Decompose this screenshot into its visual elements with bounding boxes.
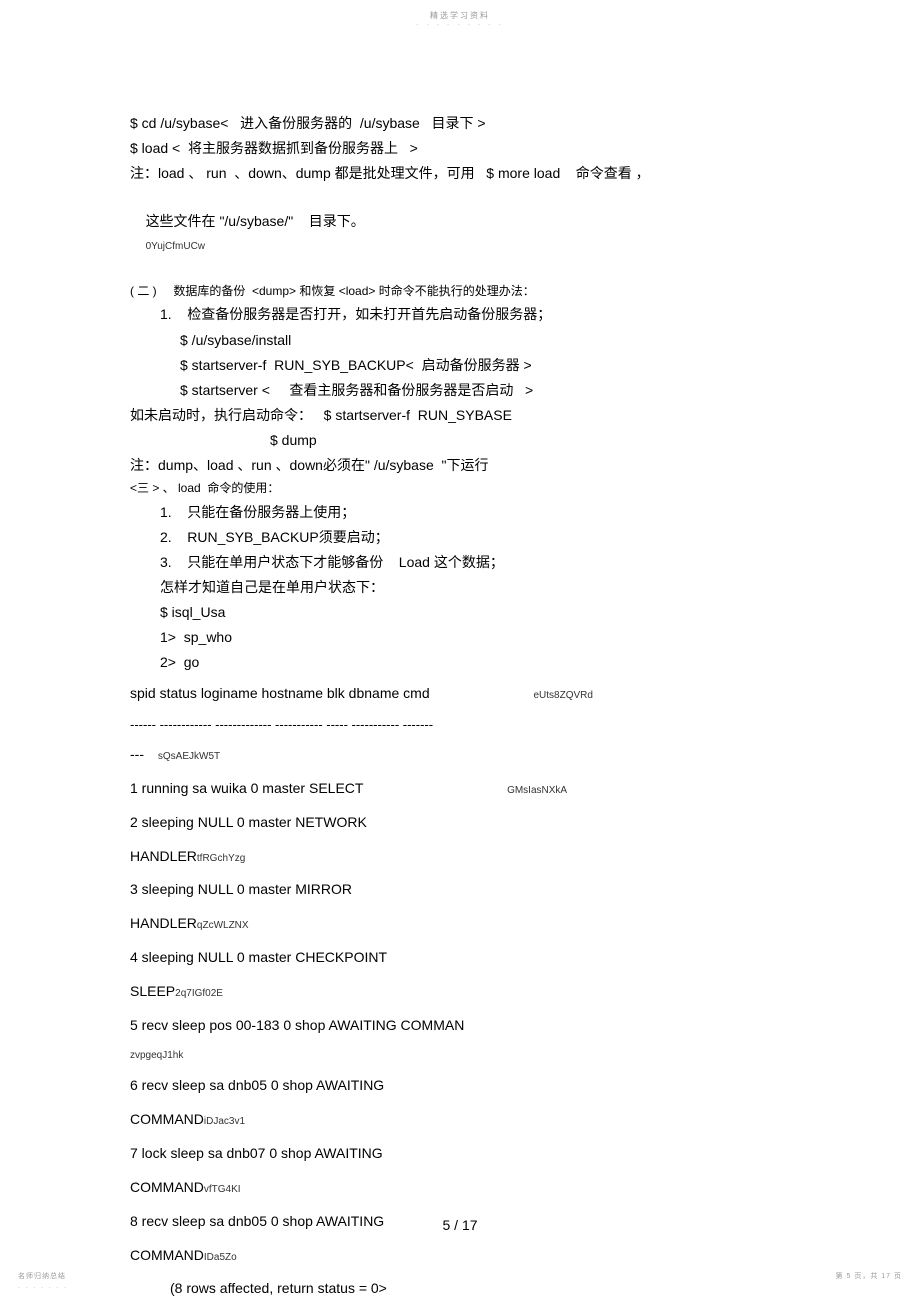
table-header-row: spid status loginame hostname blk dbname… — [130, 681, 810, 707]
table-row-continuation: HANDLERtfRGchYzg — [130, 844, 810, 870]
footer-left-text: 名师归纳总结 — [18, 1271, 66, 1281]
row-text: COMMAND — [130, 1179, 204, 1195]
text-line: 3. 只能在单用户状态下才能够备份 Load 这个数据； — [130, 551, 810, 574]
text-line: 2. RUN_SYB_BACKUP须要启动； — [130, 526, 810, 549]
code-marker: iDJac3v1 — [204, 1116, 245, 1127]
dash-continuation: --- sQsAEJkW5T — [130, 742, 810, 768]
document-content: $ cd /u/sybase< 进入备份服务器的 /u/sybase 目录下 >… — [130, 112, 810, 1302]
table-output: spid status loginame hostname blk dbname… — [130, 681, 810, 1300]
table-row-continuation: COMMANDvfTG4KI — [130, 1175, 810, 1201]
code-marker: qZcWLZNX — [197, 920, 249, 931]
code-marker: 0YujCfmUCw — [146, 241, 205, 252]
text-line: 如未启动时，执行启动命令： $ startserver-f RUN_SYBASE — [130, 404, 810, 427]
header-text: spid status loginame hostname blk dbname… — [130, 685, 430, 701]
table-row-continuation: COMMANDiDJac3v1 — [130, 1107, 810, 1133]
table-row-continuation: SLEEP2q7IGf02E — [130, 979, 810, 1005]
page-number: 5 / 17 — [442, 1217, 477, 1233]
text-line: 注：dump、load 、run 、down必须在" /u/sybase "下运… — [130, 454, 810, 477]
code-marker: GMsIasNXkA — [507, 785, 567, 796]
text-line: ( 二 ) 数据库的备份 <dump> 和恢复 <load> 时命令不能执行的处… — [130, 282, 810, 302]
row-text: COMMAND — [130, 1111, 204, 1127]
text-line: $ startserver-f RUN_SYB_BACKUP< 启动备份服务器 … — [130, 354, 810, 377]
table-row: 4 sleeping NULL 0 master CHECKPOINT — [130, 945, 810, 971]
text-line: $ isql_Usa — [130, 601, 810, 624]
text-line: 1. 检查备份服务器是否打开，如未打开首先启动备份服务器； — [130, 303, 810, 326]
table-row: 2 sleeping NULL 0 master NETWORK — [130, 810, 810, 836]
text-line: 2> go — [130, 651, 810, 674]
text-line: 1. 只能在备份服务器上使用； — [130, 501, 810, 524]
text-line: $ startserver < 查看主服务器和备份服务器是否启动 > — [130, 379, 810, 402]
footer-left-dashes: - - - - - - - — [18, 1285, 68, 1291]
text-line: <三 > 、 load 命令的使用： — [130, 479, 810, 499]
text-line: 怎样才知道自己是在单用户状态下： — [130, 576, 810, 599]
table-row: 1 running sa wuika 0 master SELECT GMsIa… — [130, 776, 810, 802]
table-row: 5 recv sleep pos 00-183 0 shop AWAITING … — [130, 1013, 810, 1039]
text-line: $ dump — [130, 429, 810, 452]
code-marker: vfTG4KI — [204, 1184, 241, 1195]
row-text: HANDLER — [130, 848, 197, 864]
code-marker: eUts8ZQVRd — [534, 690, 593, 701]
row-text: COMMAND — [130, 1247, 204, 1263]
table-row-continuation: HANDLERqZcWLZNX — [130, 911, 810, 937]
dash-text: --- — [130, 746, 144, 762]
text-line: $ cd /u/sybase< 进入备份服务器的 /u/sybase 目录下 > — [130, 112, 810, 135]
text-span: 这些文件在 "/u/sybase/" 目录下。 — [146, 213, 365, 229]
code-marker: zvpgeqJ1hk — [130, 1047, 810, 1066]
text-line: $ load < 将主服务器数据抓到备份服务器上 > — [130, 137, 810, 160]
text-line: 1> sp_who — [130, 626, 810, 649]
footer-right-text: 第 5 页，共 17 页 — [836, 1271, 902, 1281]
code-marker: IDa5Zo — [204, 1252, 237, 1263]
code-marker: sQsAEJkW5T — [158, 751, 220, 762]
row-text: HANDLER — [130, 915, 197, 931]
table-row: 7 lock sleep sa dnb07 0 shop AWAITING — [130, 1141, 810, 1167]
header-dashes: - - - - - - - - - — [416, 22, 504, 29]
separator-line: ------ ------------ ------------- ------… — [130, 714, 810, 735]
row-text: SLEEP — [130, 983, 175, 999]
row-text: 1 running sa wuika 0 master SELECT — [130, 780, 363, 796]
table-row: 6 recv sleep sa dnb05 0 shop AWAITING — [130, 1073, 810, 1099]
header-mark: 精选学习资料 — [430, 10, 490, 21]
result-line: (8 rows affected, return status = 0> — [130, 1277, 810, 1300]
text-line: $ /u/sybase/install — [130, 329, 810, 352]
code-marker: 2q7IGf02E — [175, 988, 223, 999]
text-line: 注：load 、 run 、down、dump 都是批处理文件，可用 $ mor… — [130, 162, 810, 185]
text-line: 这些文件在 "/u/sybase/" 目录下。 0YujCfmUCw — [130, 187, 810, 279]
table-row-continuation: COMMANDIDa5Zo — [130, 1243, 810, 1269]
table-row: 3 sleeping NULL 0 master MIRROR — [130, 877, 810, 903]
code-marker: tfRGchYzg — [197, 853, 245, 864]
